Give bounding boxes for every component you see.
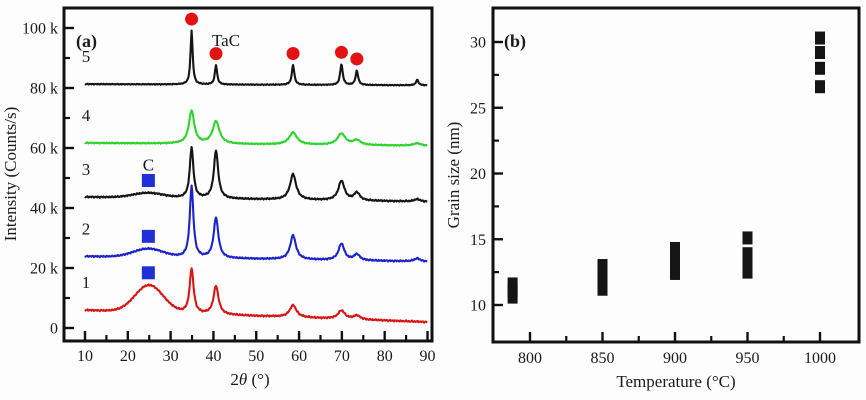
grain-size-point: [815, 31, 825, 45]
grain-size-point: [507, 290, 518, 304]
grain-size-point: [815, 46, 825, 60]
grain-size-point: [815, 61, 825, 75]
panel-b-x-tick-label: 850: [591, 350, 615, 367]
grain-size-point: [742, 231, 753, 245]
panel-b-y-tick-label: 15: [470, 232, 486, 249]
grain-size-point: [597, 273, 608, 287]
carbon-peak-marker: [141, 266, 155, 280]
grain-size-point: [507, 284, 518, 298]
panel-a-x-tick-label: 80: [377, 348, 393, 365]
panel-a-x-tick-label: 70: [334, 348, 350, 365]
panel-a-frame: [62, 6, 434, 343]
panel-a-label: (a): [76, 31, 97, 52]
xrd-curve-number-label: 1: [82, 273, 91, 292]
panel-b-frame: [491, 6, 861, 344]
tac-peak-marker: [209, 47, 223, 61]
panel-b-x-tick-label: 1000: [804, 350, 836, 367]
panel-b-x-axis-title: Temperature (°C): [616, 372, 735, 391]
panel-a-x-tick-label: 40: [205, 348, 221, 365]
grain-size-point: [507, 277, 518, 291]
xrd-curve-2: [84, 184, 428, 263]
panel-a-x-tick-label: 60: [291, 348, 307, 365]
carbon-peak-marker: [141, 229, 155, 243]
grain-size-point: [670, 256, 680, 270]
grain-size-point: [670, 241, 680, 255]
panel-a-x-tick-label: 20: [120, 348, 136, 365]
tac-peak-marker: [334, 45, 348, 59]
panel-b-x-tick-label: 800: [518, 350, 542, 367]
panel-a-y-tick-label: 60 k: [30, 141, 58, 158]
xrd-curve-5: [84, 29, 428, 87]
tac-peak-marker: [286, 46, 300, 60]
panel-a-y-tick-label: 40 k: [30, 201, 58, 218]
panel-a-x-tick-label: 30: [163, 348, 179, 365]
xrd-curve-4: [84, 109, 428, 147]
xrd-curve-3: [84, 145, 428, 203]
panel-a-x-axis-title: 2θ (°): [230, 370, 269, 389]
panel-a-x-tick-label: 10: [77, 348, 93, 365]
panel-b-y-tick-label: 10: [470, 298, 486, 315]
grain-size-point: [597, 259, 608, 273]
xrd-curve-number-label: 5: [82, 47, 91, 66]
tac-peak-marker: [350, 52, 364, 66]
panel-a-y-tick-label: 80 k: [30, 81, 58, 98]
xrd-curve-number-label: 4: [82, 106, 91, 125]
panel-a-y-tick-label: 0: [50, 321, 58, 338]
panel-a-x-tick-label: 50: [248, 348, 264, 365]
xrd-curve-number-label: 3: [82, 160, 91, 179]
panel-b-y-tick-label: 30: [470, 35, 486, 52]
panel-b-x-tick-label: 950: [736, 350, 760, 367]
grain-size-point: [670, 248, 680, 262]
carbon-annotation-label: C: [143, 156, 154, 175]
grain-size-point: [597, 282, 608, 296]
grain-size-point: [815, 80, 825, 94]
panel-a-x-tick-label: 90: [420, 348, 436, 365]
panel-b-x-tick-label: 900: [663, 350, 687, 367]
panel-b-y-axis-title: Grain size (nm): [444, 122, 463, 229]
tac-annotation-label: TaC: [212, 31, 240, 50]
grain-size-point: [742, 265, 753, 279]
panel-a-y-tick-label: 100 k: [22, 21, 58, 38]
grain-size-point: [742, 247, 753, 261]
carbon-peak-marker: [141, 174, 155, 188]
panel-b-label: (b): [504, 31, 526, 52]
panel-a-y-tick-label: 20 k: [30, 261, 58, 278]
tac-peak-marker: [185, 12, 199, 26]
grain-size-point: [742, 256, 753, 270]
panel-b-y-tick-label: 20: [470, 166, 486, 183]
grain-size-point: [597, 265, 608, 279]
panel-b-y-tick-label: 25: [470, 100, 486, 117]
grain-size-point: [670, 266, 680, 280]
xrd-curve-number-label: 2: [82, 219, 91, 238]
panel-a-y-axis-title: Intensity (Counts/s): [1, 107, 20, 242]
xrd-curve-1: [84, 267, 428, 324]
